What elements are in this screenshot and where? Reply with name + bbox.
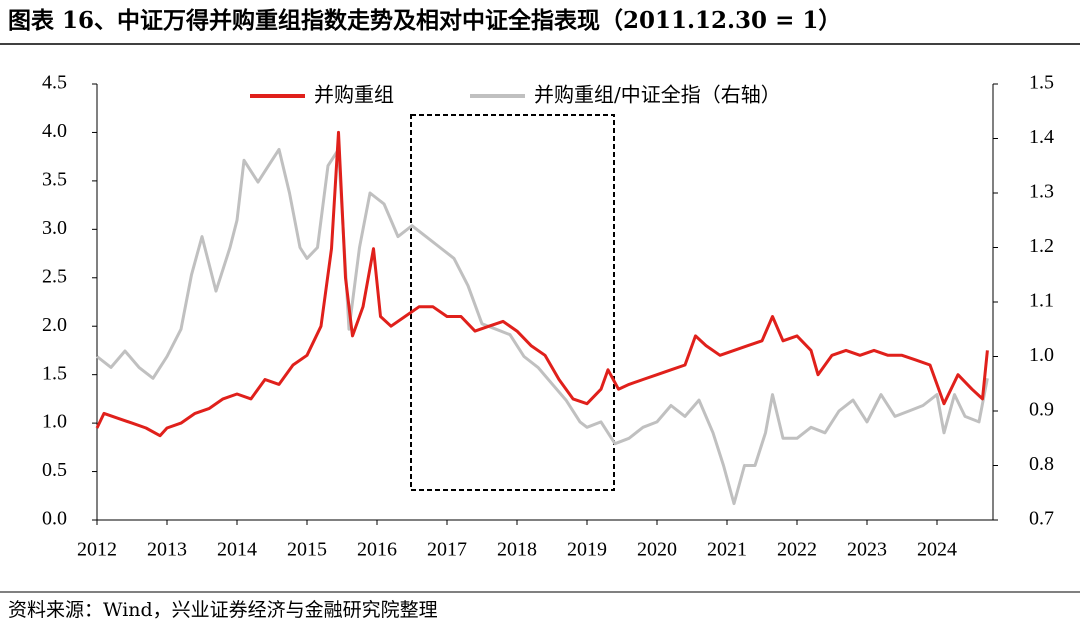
highlight-box <box>410 114 615 491</box>
series-line <box>96 147 989 506</box>
x-tick-label: 2014 <box>217 539 257 561</box>
legend-label: 并购重组/中证全指（右轴） <box>534 83 781 107</box>
x-tick-label: 2020 <box>637 539 677 561</box>
x-tick-label: 2019 <box>567 539 607 561</box>
y-tick-label: 2.0 <box>42 314 67 336</box>
chart-title: 图表 16、中证万得并购重组指数走势及相对中证全指表现（2011.12.30 =… <box>8 7 841 34</box>
x-tick-label: 2013 <box>147 539 187 561</box>
x-tick-label: 2018 <box>497 539 537 561</box>
y2-tick-label: 1.1 <box>1029 290 1054 312</box>
y-tick-label: 4.0 <box>42 120 67 142</box>
source: 资料来源：Wind，兴业证券经济与金融研究院整理 <box>8 599 438 621</box>
y2-tick-label: 1.5 <box>1029 72 1054 94</box>
series-line <box>95 130 989 438</box>
legend-label: 并购重组 <box>314 83 394 107</box>
y2-tick-label: 0.9 <box>1029 399 1054 421</box>
y-tick-label: 1.0 <box>42 411 67 433</box>
x-tick-label: 2021 <box>707 539 747 561</box>
x-tick-label: 2017 <box>427 539 467 561</box>
y-tick-label: 3.0 <box>42 217 67 239</box>
x-tick-label: 2012 <box>77 539 117 561</box>
y2-tick-label: 0.8 <box>1029 453 1054 475</box>
y-tick-label: 3.5 <box>42 168 67 190</box>
y2-tick-label: 1.0 <box>1029 344 1054 366</box>
x-tick-label: 2024 <box>917 539 957 561</box>
y-tick-label: 4.5 <box>42 72 67 94</box>
y-tick-label: 0.0 <box>42 508 67 530</box>
y2-tick-label: 1.4 <box>1029 126 1054 148</box>
x-tick-label: 2023 <box>847 539 887 561</box>
y-tick-label: 0.5 <box>42 459 67 481</box>
y2-tick-label: 0.7 <box>1029 508 1054 530</box>
x-tick-label: 2015 <box>287 539 327 561</box>
x-tick-label: 2022 <box>777 539 817 561</box>
x-tick-label: 2016 <box>357 539 397 561</box>
y2-tick-label: 1.2 <box>1029 235 1054 257</box>
y2-tick-label: 1.3 <box>1029 181 1054 203</box>
y-tick-label: 1.5 <box>42 362 67 384</box>
y-tick-label: 2.5 <box>42 265 67 287</box>
